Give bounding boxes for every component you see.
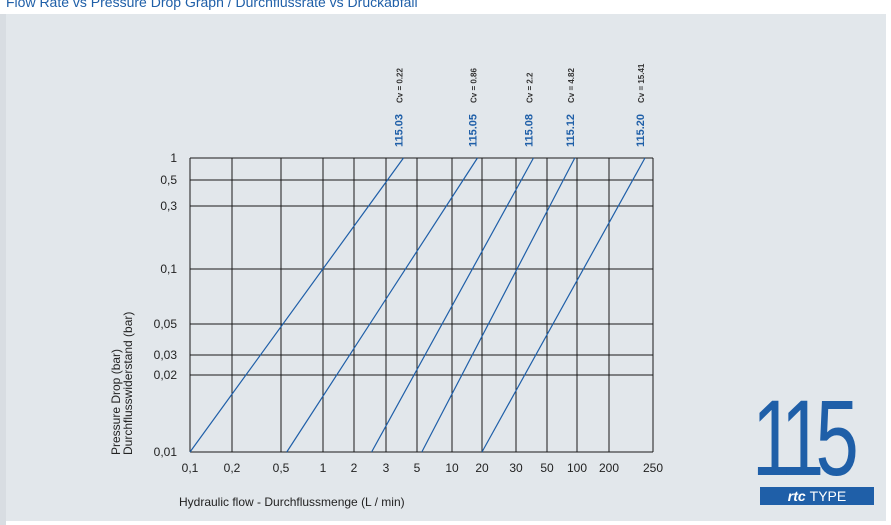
series-label-115-05: 115.05 Cv = 0.86 — [467, 68, 479, 147]
series-line-115-08 — [371, 157, 534, 453]
series-code: 115.08 — [523, 114, 535, 147]
x-tick-label: 3 — [383, 461, 390, 475]
series-code: 115.12 — [565, 114, 577, 147]
series-label-115-20: 115.20 Cv = 15.41 — [635, 63, 647, 147]
chart-curves — [189, 157, 646, 453]
rtc-type-badge: rtc TYPE — [760, 487, 874, 505]
series-cv: Cv = 0.86 — [469, 68, 478, 103]
type-label: TYPE — [809, 488, 847, 504]
series-cv: Cv = 2.2 — [525, 72, 534, 103]
y-tick-label: 0,5 — [160, 173, 177, 187]
x-tick-label: 250 — [643, 461, 663, 475]
y-axis-title: Pressure Drop (bar) Durchflusswiderstand… — [109, 312, 135, 455]
y-axis-title-line-2: Durchflusswiderstand (bar) — [121, 312, 135, 455]
series-line-115-20 — [481, 157, 646, 453]
series-label-115-08: 115.08 Cv = 2.2 — [523, 72, 535, 147]
chart-grid — [189, 157, 654, 453]
y-tick-label: 0,3 — [160, 199, 177, 213]
series-cv: Cv = 15.41 — [637, 63, 646, 103]
x-tick-label: 200 — [599, 461, 619, 475]
series-labels: 115.03 Cv = 0.22 115.05 Cv = 0.86 115.08 Cv =… — [393, 63, 646, 147]
x-axis-title: Hydraulic flow - Durchflussmenge (L / mi… — [179, 495, 405, 509]
page-title: Flow Rate vs Pressure Drop Graph / Durch… — [6, 0, 418, 10]
x-tick-label: 10 — [445, 461, 459, 475]
series-label-115-12: 115.12 Cv = 4.82 — [565, 68, 577, 147]
x-tick-label: 0,2 — [224, 461, 241, 475]
series-code: 115.03 — [393, 114, 405, 147]
y-tick-label: 0,1 — [160, 262, 177, 276]
series-line-115-03 — [189, 157, 404, 453]
x-tick-label: 5 — [414, 461, 421, 475]
chart-panel — [6, 14, 886, 521]
series-label-115-03: 115.03 Cv = 0.22 — [393, 68, 405, 147]
x-tick-label: 20 — [475, 461, 489, 475]
y-tick-label: 1 — [170, 151, 177, 165]
x-tick-label: 50 — [540, 461, 554, 475]
x-tick-label: 100 — [567, 461, 587, 475]
x-tick-label: 1 — [320, 461, 327, 475]
series-line-115-12 — [421, 157, 576, 453]
y-axis-title-line-1: Pressure Drop (bar) — [109, 349, 123, 455]
x-tick-label: 30 — [509, 461, 523, 475]
x-tick-label: 2 — [351, 461, 358, 475]
x-tick-labels: 0,1 0,2 0,5 1 2 3 5 10 20 30 50 100 200 250 — [182, 461, 664, 475]
panel-edge — [0, 14, 6, 525]
series-cv: Cv = 0.22 — [395, 68, 404, 103]
rtc-brand-logo: rtc — [787, 488, 806, 504]
x-tick-label: 0,1 — [182, 461, 199, 475]
y-tick-label: 0,05 — [154, 317, 178, 331]
y-tick-label: 0,01 — [154, 445, 178, 459]
model-number-badge: 115 — [752, 377, 859, 498]
series-code: 115.20 — [635, 114, 647, 147]
series-code: 115.05 — [467, 114, 479, 147]
series-cv: Cv = 4.82 — [567, 68, 576, 103]
x-tick-label: 0,5 — [273, 461, 290, 475]
y-tick-label: 0,02 — [154, 368, 178, 382]
series-line-115-05 — [286, 157, 478, 453]
y-tick-label: 0,03 — [154, 348, 178, 362]
y-tick-labels: 1 0,5 0,3 0,1 0,05 0,03 0,02 0,01 — [154, 151, 178, 459]
